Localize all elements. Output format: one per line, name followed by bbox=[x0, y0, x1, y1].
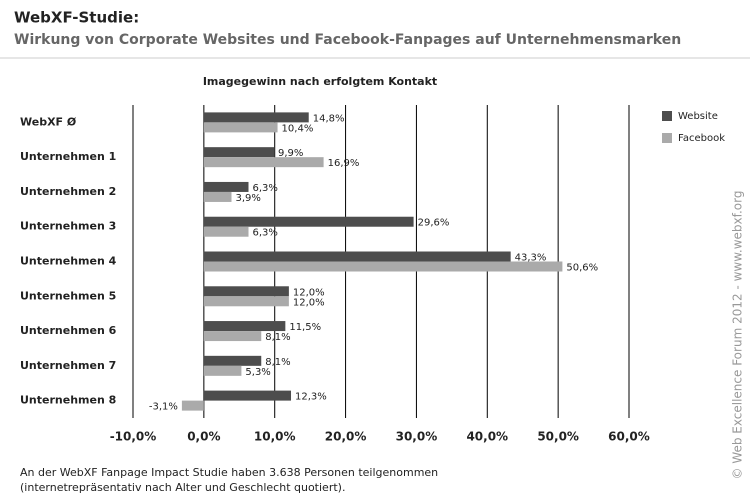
y-tick-label: Unternehmen 7 bbox=[20, 359, 116, 372]
bar bbox=[203, 226, 249, 237]
y-tick-label: Unternehmen 1 bbox=[20, 150, 116, 163]
bar bbox=[203, 181, 249, 192]
value-label: 43,3% bbox=[515, 253, 547, 264]
bar bbox=[203, 296, 289, 307]
value-label: 3,9% bbox=[235, 193, 260, 204]
value-label: 14,8% bbox=[313, 113, 345, 124]
bar bbox=[203, 331, 262, 342]
legend-label: Facebook bbox=[678, 133, 725, 144]
chart-title: Imagegewinn nach erfolgtem Kontakt bbox=[203, 75, 437, 88]
bar bbox=[181, 400, 204, 411]
value-label: 29,6% bbox=[418, 218, 450, 229]
title: WebXF-Studie: bbox=[14, 9, 139, 27]
bar bbox=[203, 251, 511, 262]
value-label: -3,1% bbox=[149, 402, 178, 413]
y-tick-label: Unternehmen 5 bbox=[20, 289, 116, 302]
value-label: 6,3% bbox=[252, 228, 277, 239]
value-label: 12,0% bbox=[293, 287, 325, 298]
bar bbox=[203, 261, 563, 272]
x-tick-label: 60,0% bbox=[608, 430, 650, 444]
x-tick-label: 0,0% bbox=[187, 430, 220, 444]
value-label: 8,1% bbox=[265, 332, 290, 343]
y-tick-label: Unternehmen 8 bbox=[20, 394, 116, 407]
bar bbox=[203, 365, 242, 376]
legend-label: Website bbox=[678, 111, 718, 122]
bar bbox=[203, 157, 324, 168]
x-tick-label: 10,0% bbox=[254, 430, 296, 444]
bar bbox=[203, 286, 289, 297]
y-tick-label: Unternehmen 4 bbox=[20, 255, 117, 268]
bar bbox=[203, 112, 309, 123]
subtitle: Wirkung von Corporate Websites und Faceb… bbox=[14, 32, 681, 48]
bar bbox=[203, 216, 414, 227]
bar bbox=[203, 390, 292, 401]
bar bbox=[203, 122, 278, 133]
value-label: 50,6% bbox=[566, 263, 598, 274]
value-label: 8,1% bbox=[265, 357, 290, 368]
copyright: © Web Excellence Forum 2012 - www.webxf.… bbox=[731, 191, 745, 480]
x-tick-label: 20,0% bbox=[325, 430, 367, 444]
value-label: 6,3% bbox=[252, 183, 277, 194]
value-label: 11,5% bbox=[289, 322, 321, 333]
bar bbox=[203, 191, 232, 202]
x-tick-label: 40,0% bbox=[466, 430, 508, 444]
y-tick-label: WebXF Ø bbox=[20, 115, 77, 128]
value-label: 12,0% bbox=[293, 297, 325, 308]
value-label: 12,3% bbox=[295, 392, 327, 403]
x-tick-label: 50,0% bbox=[537, 430, 579, 444]
value-label: 5,3% bbox=[245, 367, 270, 378]
value-label: 9,9% bbox=[278, 148, 303, 159]
value-label: 10,4% bbox=[282, 123, 314, 134]
bar bbox=[203, 321, 286, 332]
footnote: An der WebXF Fanpage Impact Studie haben… bbox=[20, 466, 438, 479]
x-tick-label: -10,0% bbox=[110, 430, 157, 444]
y-tick-label: Unternehmen 2 bbox=[20, 185, 116, 198]
legend-swatch bbox=[662, 133, 672, 143]
x-tick-label: 30,0% bbox=[396, 430, 438, 444]
footnote: (internetrepräsentativ nach Alter und Ge… bbox=[20, 481, 345, 494]
y-tick-label: Unternehmen 3 bbox=[20, 220, 116, 233]
bar bbox=[203, 355, 262, 366]
y-tick-label: Unternehmen 6 bbox=[20, 324, 117, 337]
value-label: 16,9% bbox=[328, 158, 360, 169]
bar bbox=[203, 147, 275, 158]
legend-swatch bbox=[662, 111, 672, 121]
